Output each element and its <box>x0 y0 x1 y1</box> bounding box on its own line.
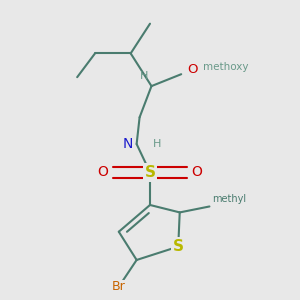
Text: H: H <box>153 139 161 149</box>
Text: S: S <box>145 165 155 180</box>
Text: O: O <box>187 63 198 76</box>
Text: Br: Br <box>112 280 126 293</box>
Text: O: O <box>192 165 203 179</box>
Text: H: H <box>140 71 148 81</box>
Text: O: O <box>98 165 108 179</box>
Text: methyl: methyl <box>212 194 247 203</box>
Text: N: N <box>123 137 133 151</box>
Text: S: S <box>173 239 184 254</box>
Text: methoxy: methoxy <box>203 62 249 72</box>
